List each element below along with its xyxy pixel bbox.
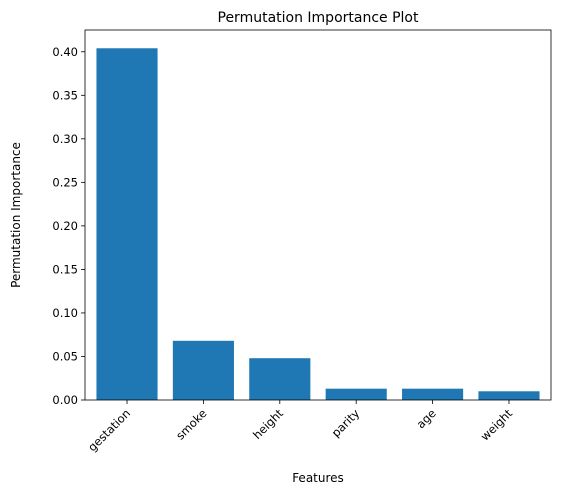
y-tick-label: 0.10 xyxy=(52,306,78,320)
y-axis: 0.00 0.05 0.10 0.15 0.20 0.25 0.30 0.35 0.40 xyxy=(52,45,85,407)
bar-age xyxy=(402,389,463,400)
y-tick-label: 0.15 xyxy=(52,262,78,276)
y-tick-label: 0.35 xyxy=(52,88,78,102)
x-tick-label: height xyxy=(250,406,286,442)
bars-group xyxy=(96,48,539,400)
y-tick-label: 0.30 xyxy=(52,132,78,146)
bar-height xyxy=(249,358,310,400)
y-tick-label: 0.25 xyxy=(52,175,78,189)
x-tick-label: weight xyxy=(478,406,516,444)
x-tick-label: smoke xyxy=(173,406,209,442)
bar-weight xyxy=(478,391,539,400)
x-axis: gestation smoke height parity age weight xyxy=(85,400,515,454)
y-tick-label: 0.00 xyxy=(52,393,78,407)
x-tick-label: gestation xyxy=(85,406,133,454)
bar-smoke xyxy=(173,341,234,400)
chart-title: Permutation Importance Plot xyxy=(218,10,419,26)
y-tick-label: 0.05 xyxy=(52,349,78,363)
bar-gestation xyxy=(96,48,157,400)
x-tick-label: parity xyxy=(329,406,363,440)
x-axis-label: Features xyxy=(292,471,344,485)
bar-parity xyxy=(326,389,387,400)
x-tick-label: age xyxy=(414,406,439,431)
y-axis-label: Permutation Importance xyxy=(9,142,23,288)
y-tick-label: 0.20 xyxy=(52,219,78,233)
y-tick-label: 0.40 xyxy=(52,45,78,59)
